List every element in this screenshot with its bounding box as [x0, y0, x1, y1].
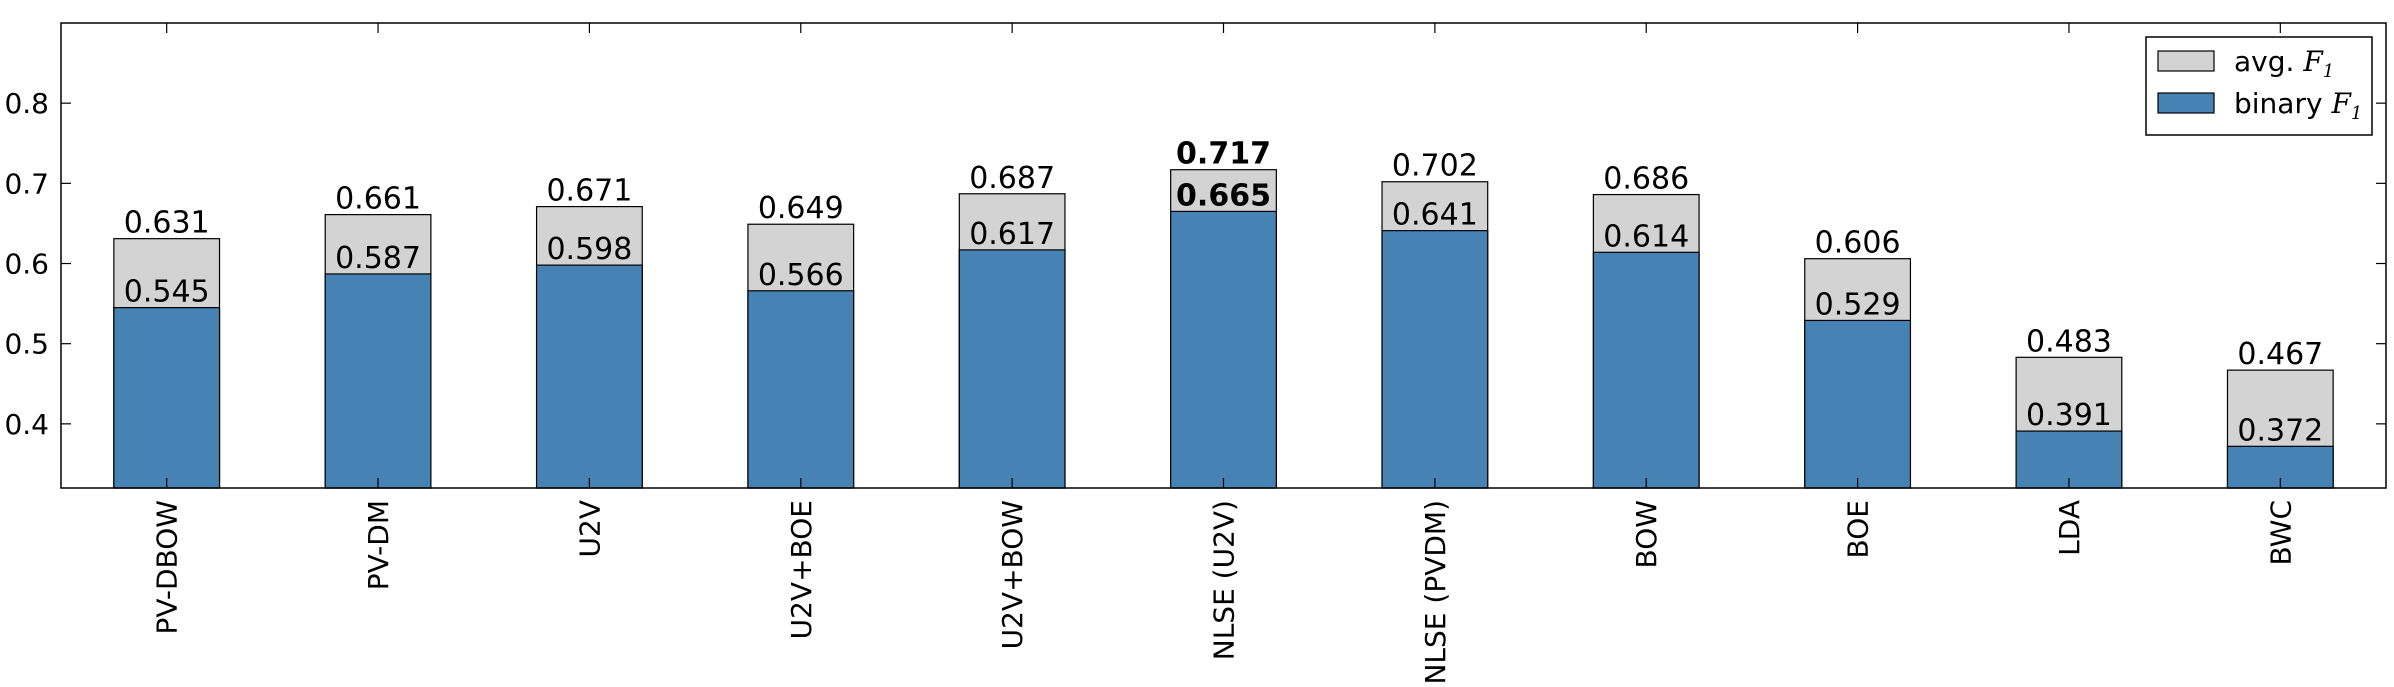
- y-tick-label-0: 0.4: [4, 408, 49, 441]
- x-tick-label-0: PV-DBOW: [151, 500, 184, 635]
- value-label-avg-f1-1: 0.661: [335, 182, 421, 217]
- value-label-binary-f1-1: 0.587: [335, 241, 421, 276]
- value-label-binary-f1-0: 0.545: [124, 275, 210, 310]
- x-tick-label-9: LDA: [2053, 500, 2086, 556]
- x-tick-label-1: PV-DM: [362, 500, 395, 590]
- value-label-avg-f1-0: 0.631: [124, 206, 210, 241]
- value-label-avg-f1-2: 0.671: [546, 174, 632, 209]
- legend: avg. F1 binary F1: [2145, 36, 2373, 136]
- value-label-avg-f1-4: 0.687: [969, 161, 1055, 196]
- bars-layer: [113, 169, 2334, 489]
- x-tick-label-10: BWC: [2264, 500, 2297, 565]
- legend-label-1: binary F1: [2234, 87, 2362, 124]
- bar-binary-f1-4: [958, 249, 1066, 489]
- value-label-avg-f1-8: 0.606: [1815, 226, 1901, 261]
- value-label-binary-f1-9: 0.391: [2026, 398, 2112, 433]
- value-label-binary-f1-8: 0.529: [1815, 287, 1901, 322]
- value-label-binary-f1-5: 0.665: [1176, 178, 1271, 213]
- legend-swatch-0: [2157, 50, 2215, 72]
- bar-binary-f1-5: [1170, 210, 1277, 489]
- x-tick-label-3: U2V+BOE: [785, 500, 818, 639]
- value-labels-layer: 0.631 0.545 0.661 0.587 0.671 0.598 0.649 0.566…: [124, 137, 2324, 449]
- value-label-binary-f1-10: 0.372: [2237, 413, 2323, 448]
- value-label-avg-f1-9: 0.483: [2026, 324, 2112, 359]
- x-tick-label-2: U2V: [573, 500, 606, 557]
- value-label-binary-f1-6: 0.641: [1392, 198, 1478, 233]
- value-label-avg-f1-5: 0.717: [1176, 137, 1271, 172]
- bar-binary-f1-0: [113, 307, 221, 489]
- x-tick-label-6: NLSE (PVDM): [1419, 500, 1452, 685]
- y-axis: 0.4 0.5 0.6 0.7 0.8: [4, 87, 2386, 441]
- x-tick-label-7: BOW: [1630, 500, 1663, 568]
- bar-binary-f1-8: [1804, 319, 1912, 489]
- y-tick-label-4: 0.8: [4, 87, 49, 120]
- value-label-avg-f1-6: 0.702: [1392, 149, 1478, 184]
- value-label-binary-f1-3: 0.566: [758, 258, 844, 293]
- legend-swatch-1: [2157, 92, 2215, 114]
- x-tick-label-5: NLSE (U2V): [1208, 500, 1241, 660]
- value-label-binary-f1-2: 0.598: [546, 232, 632, 267]
- bar-binary-f1-3: [747, 290, 855, 489]
- x-axis: PV-DBOW PV-DM U2V U2V+BOE U2V+BOW NLSE (U2V) N…: [151, 23, 2297, 685]
- value-label-avg-f1-10: 0.467: [2237, 337, 2323, 372]
- legend-label-0: avg. F1: [2234, 45, 2334, 82]
- y-tick-label-2: 0.6: [4, 248, 49, 281]
- x-tick-label-4: U2V+BOW: [996, 500, 1029, 649]
- value-label-binary-f1-4: 0.617: [969, 217, 1055, 252]
- x-tick-label-8: BOE: [1842, 500, 1875, 558]
- value-label-avg-f1-7: 0.686: [1603, 162, 1689, 197]
- value-label-avg-f1-3: 0.649: [758, 191, 844, 226]
- bar-binary-f1-6: [1381, 230, 1489, 489]
- bar-binary-f1-1: [324, 273, 432, 489]
- y-tick-label-3: 0.7: [4, 167, 49, 200]
- bar-binary-f1-7: [1592, 251, 1700, 489]
- bar-binary-f1-2: [535, 264, 643, 489]
- y-tick-label-1: 0.5: [4, 328, 49, 361]
- value-label-binary-f1-7: 0.614: [1603, 219, 1689, 254]
